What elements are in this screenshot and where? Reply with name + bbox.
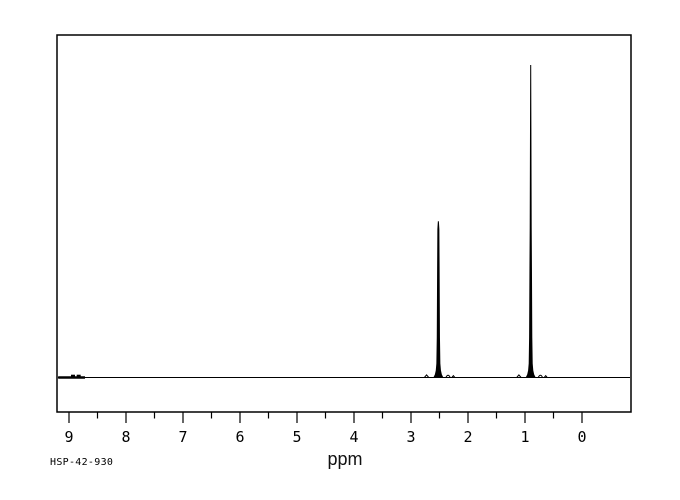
sample-id-label: HSP-42-930 [50, 457, 114, 468]
x-tick-label: 0 [577, 428, 586, 446]
plot-border [56, 34, 632, 413]
x-tick-label: 2 [463, 428, 472, 446]
x-tick-label: 1 [520, 428, 529, 446]
peak-skirt [516, 374, 548, 378]
x-tick-label: 6 [235, 428, 244, 446]
x-tick-label: 4 [349, 428, 358, 446]
x-tick-label: 9 [64, 428, 73, 446]
noise-speck [70, 374, 75, 378]
peak [525, 65, 536, 378]
x-tick-label: 3 [406, 428, 415, 446]
x-tick-label: 8 [121, 428, 130, 446]
x-tick-label: 5 [292, 428, 301, 446]
peak-skirt [423, 374, 456, 378]
x-axis-title: ppm [327, 449, 363, 469]
x-tick-label: 7 [178, 428, 187, 446]
peak [433, 221, 444, 378]
noise-speck [76, 374, 81, 378]
